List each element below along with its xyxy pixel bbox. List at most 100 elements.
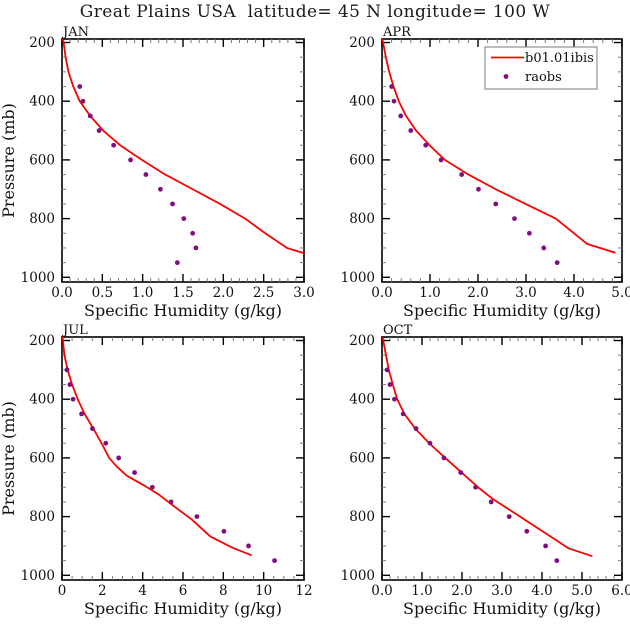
plot-frame xyxy=(61,38,305,283)
legend-label-raobs: raobs xyxy=(525,70,562,85)
x-tick-label: 2.0 xyxy=(451,583,472,599)
raobs-dot xyxy=(391,98,397,104)
raobs-dot xyxy=(458,470,464,475)
raobs-dot xyxy=(80,98,86,104)
raobs-dot xyxy=(70,396,76,402)
model-line xyxy=(61,336,252,556)
raobs-dot xyxy=(459,172,465,177)
x-tick-label: 12 xyxy=(295,583,312,599)
raobs-dot xyxy=(194,514,200,520)
panel-month-title: APR xyxy=(382,25,412,40)
raobs-dot xyxy=(438,157,444,163)
panel-jan-chart: 0.0 0.5 1.0 1.5 2.0 2.5 3.0 200 400 600 800 1000 JAN… xyxy=(0,25,315,320)
raobs-dot xyxy=(413,426,419,431)
raobs-dot xyxy=(79,411,84,417)
raobs-dot xyxy=(423,142,429,148)
raobs-dot xyxy=(116,455,122,461)
x-tick-label: 1.5 xyxy=(172,285,193,301)
raobs-dot xyxy=(149,484,155,490)
raobs-dot xyxy=(400,411,406,417)
x-tick-label: 5.0 xyxy=(611,285,630,301)
x-tick-label: 5.0 xyxy=(571,583,592,599)
panel-oct: 0.0 1.0 2.0 3.0 4.0 5.0 6.0 200 400 600 800 1000 OCT… xyxy=(315,322,630,620)
x-tick-label: 10 xyxy=(255,583,272,599)
raobs-dot xyxy=(384,367,390,373)
y-tick-label: 1000 xyxy=(21,568,55,584)
raobs-dot xyxy=(128,157,133,163)
raobs-dot xyxy=(524,528,530,534)
raobs-dot xyxy=(143,172,149,177)
x-axis-label: Specific Humidity (g/kg) xyxy=(84,599,282,618)
x-tick-label: 0.0 xyxy=(51,285,72,301)
raobs-dot xyxy=(170,201,175,207)
raobs-dot xyxy=(476,186,481,192)
raobs-dot xyxy=(111,142,117,148)
x-tick-label: 6.0 xyxy=(611,583,630,599)
raobs-dot xyxy=(221,528,227,534)
x-axis-label: Specific Humidity (g/kg) xyxy=(403,301,601,320)
x-tick-label: 2.0 xyxy=(213,285,234,301)
raobs-dot xyxy=(488,499,494,505)
x-tick-label: 3.0 xyxy=(293,285,314,301)
figure-title: Great Plains USA latitude= 45 N longitud… xyxy=(79,2,551,22)
y-tick-label: 800 xyxy=(349,211,375,227)
raobs-dot xyxy=(103,440,109,446)
x-tick-label: 0.0 xyxy=(371,285,392,301)
y-tick-label: 400 xyxy=(29,392,55,408)
y-tick-label: 400 xyxy=(29,94,55,110)
x-tick-label: 1.0 xyxy=(411,583,432,599)
model-line xyxy=(381,38,616,254)
x-tick-label: 8 xyxy=(219,583,228,599)
raobs-dot xyxy=(77,84,83,89)
raobs-dot xyxy=(441,455,447,461)
raobs-dot xyxy=(506,514,512,520)
raobs-dot xyxy=(246,543,251,549)
raobs-dot xyxy=(90,426,95,431)
y-tick-label: 1000 xyxy=(341,270,375,286)
raobs-dot xyxy=(190,230,196,236)
raobs-dot xyxy=(493,201,499,207)
panel-apr: 0.0 1.0 2.0 3.0 4.0 5.0 200 400 600 800 1000 APR Spe… xyxy=(315,24,630,322)
y-tick-label: 600 xyxy=(349,450,375,466)
y-tick-label: 200 xyxy=(29,35,55,51)
x-axis-label: Specific Humidity (g/kg) xyxy=(84,301,282,320)
y-axis-label: Pressure (mb) xyxy=(0,401,18,516)
raobs-dot xyxy=(168,499,174,505)
panels-grid: 0.0 0.5 1.0 1.5 2.0 2.5 3.0 200 400 600 800 1000 JAN… xyxy=(0,24,630,620)
raobs-dot xyxy=(87,113,93,119)
x-tick-label: 3.0 xyxy=(515,285,536,301)
raobs-dot xyxy=(64,367,70,373)
x-tick-label: 4.0 xyxy=(563,285,584,301)
y-tick-label: 800 xyxy=(29,211,55,227)
raobs-dot xyxy=(408,128,414,133)
raobs-dot xyxy=(389,84,394,89)
panel-month-title: OCT xyxy=(383,323,413,338)
y-tick-label: 1000 xyxy=(341,568,375,584)
y-tick-label: 800 xyxy=(29,509,55,525)
x-tick-label: 2.0 xyxy=(467,285,488,301)
raobs-dot xyxy=(132,470,138,475)
raobs-dot xyxy=(554,558,560,564)
y-axis-label: Pressure (mb) xyxy=(0,103,18,218)
raobs-dot xyxy=(193,245,199,251)
x-tick-label: 2 xyxy=(98,583,107,599)
raobs-dot xyxy=(392,396,397,402)
x-tick-label: 3.0 xyxy=(491,583,512,599)
y-tick-label: 400 xyxy=(349,392,375,408)
raobs-dot xyxy=(526,230,532,236)
panel-oct-chart: 0.0 1.0 2.0 3.0 4.0 5.0 6.0 200 400 600 800 1000 OCT… xyxy=(341,323,630,618)
y-tick-label: 600 xyxy=(349,152,375,168)
model-line xyxy=(381,337,593,557)
raobs-dot xyxy=(512,216,517,222)
panel-month-title: JUL xyxy=(61,323,88,338)
plot-frame xyxy=(61,336,305,581)
panel-jul: 0 2 4 6 8 10 12 200 400 600 800 1000 JUL Specific Hum… xyxy=(0,322,315,620)
y-tick-label: 200 xyxy=(349,35,375,51)
raobs-dot xyxy=(181,216,187,222)
raobs-dot xyxy=(387,382,393,387)
legend-box xyxy=(484,46,598,90)
plot-frame xyxy=(381,336,623,581)
x-tick-label: 1.0 xyxy=(419,285,440,301)
x-tick-label: 4 xyxy=(138,583,147,599)
raobs-dot xyxy=(158,186,163,192)
